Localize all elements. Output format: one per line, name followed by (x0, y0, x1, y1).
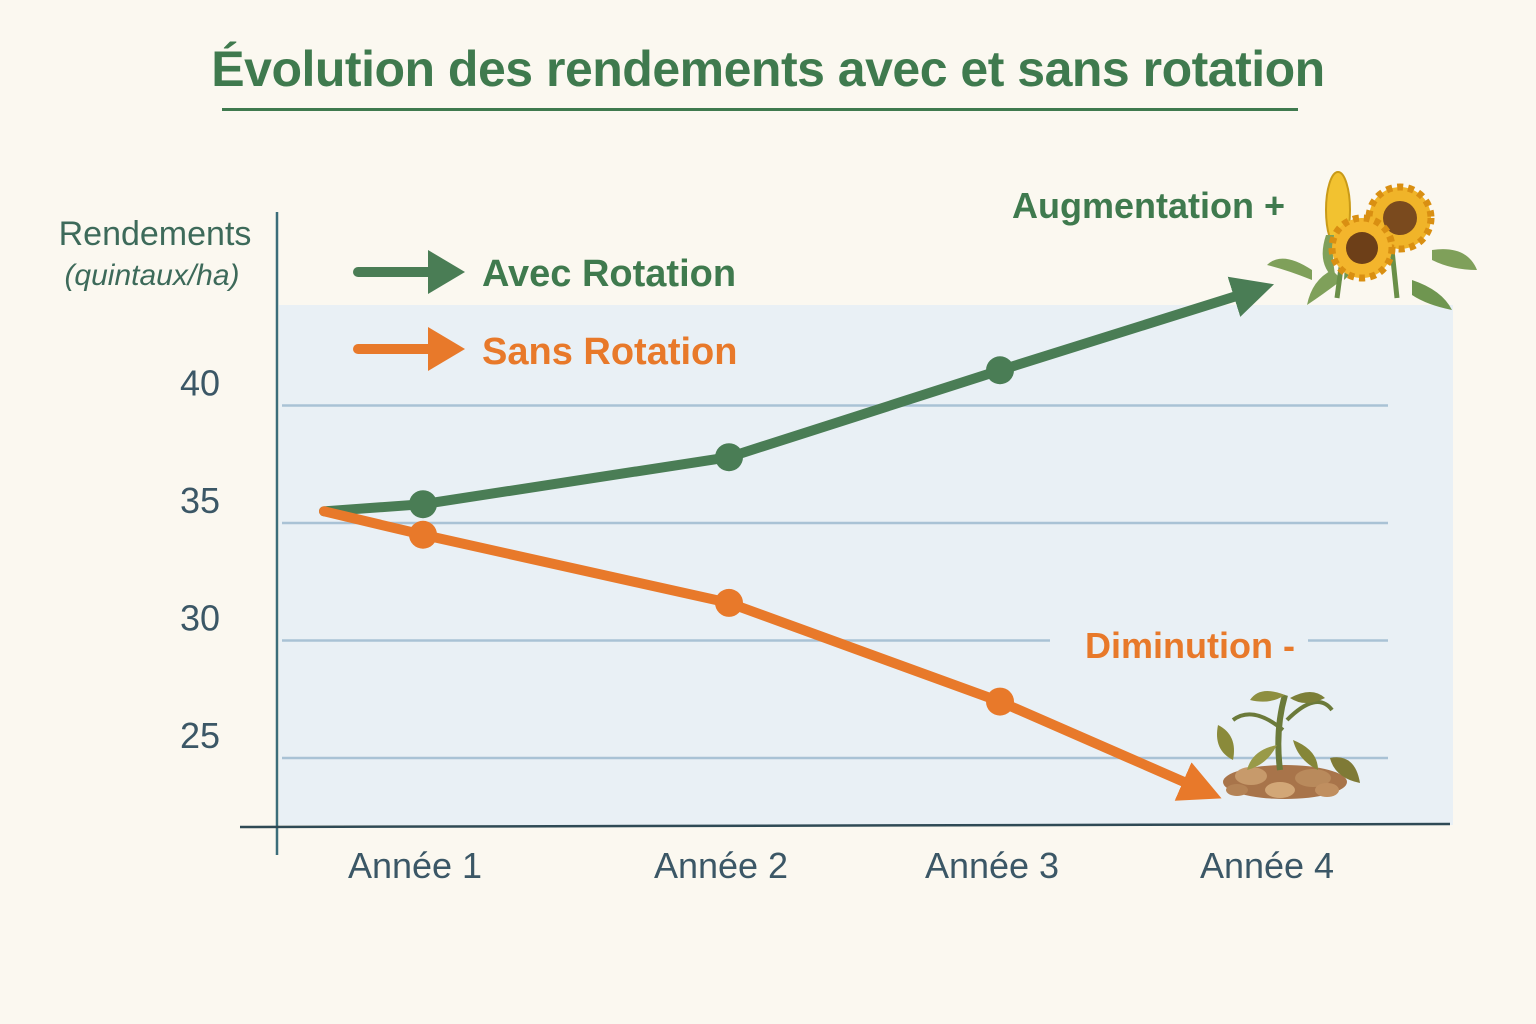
data-point-sans (715, 588, 743, 617)
legend-item-sans-rotation: Sans Rotation (353, 327, 737, 373)
data-point-avec (409, 490, 437, 519)
x-tick-label: Année 1 (348, 845, 482, 886)
y-tick-label: 35 (180, 480, 220, 521)
x-tick-label: Année 3 (925, 845, 1059, 886)
y-axis-unit: (quintaux/ha) (64, 259, 239, 292)
sunflower-corn-icon (1267, 171, 1477, 310)
legend-arrowhead-sans (428, 327, 465, 371)
legend-label-avec: Avec Rotation (482, 253, 736, 295)
legend-item-avec-rotation: Avec Rotation (353, 250, 736, 295)
data-point-avec (715, 443, 743, 472)
x-tick-label: Année 4 (1200, 845, 1334, 886)
legend-label-sans: Sans Rotation (482, 331, 737, 373)
x-axis (239, 822, 1451, 829)
annotation-increase: Augmentation + (1012, 185, 1285, 226)
legend-arrowhead-avec (428, 250, 465, 294)
chart-title: Évolution des rendements avec et sans ro… (211, 41, 1325, 97)
legend: Avec Rotation Sans Rotation (353, 250, 737, 373)
x-tick-label: Année 2 (654, 845, 788, 886)
y-axis-label: Rendements (59, 215, 252, 253)
title-underline (222, 108, 1298, 111)
annotation-decrease: Diminution - (1085, 625, 1295, 666)
annotation-decrease-bg (1050, 618, 1308, 668)
data-point-sans (986, 687, 1014, 716)
wilted-plant-icon (1217, 691, 1360, 799)
y-tick-label: 25 (180, 715, 220, 756)
y-tick-label: 30 (180, 598, 220, 639)
plot-area (279, 305, 1453, 825)
data-point-sans (409, 520, 437, 549)
data-point-avec (986, 356, 1014, 385)
y-tick-label: 40 (180, 363, 220, 404)
